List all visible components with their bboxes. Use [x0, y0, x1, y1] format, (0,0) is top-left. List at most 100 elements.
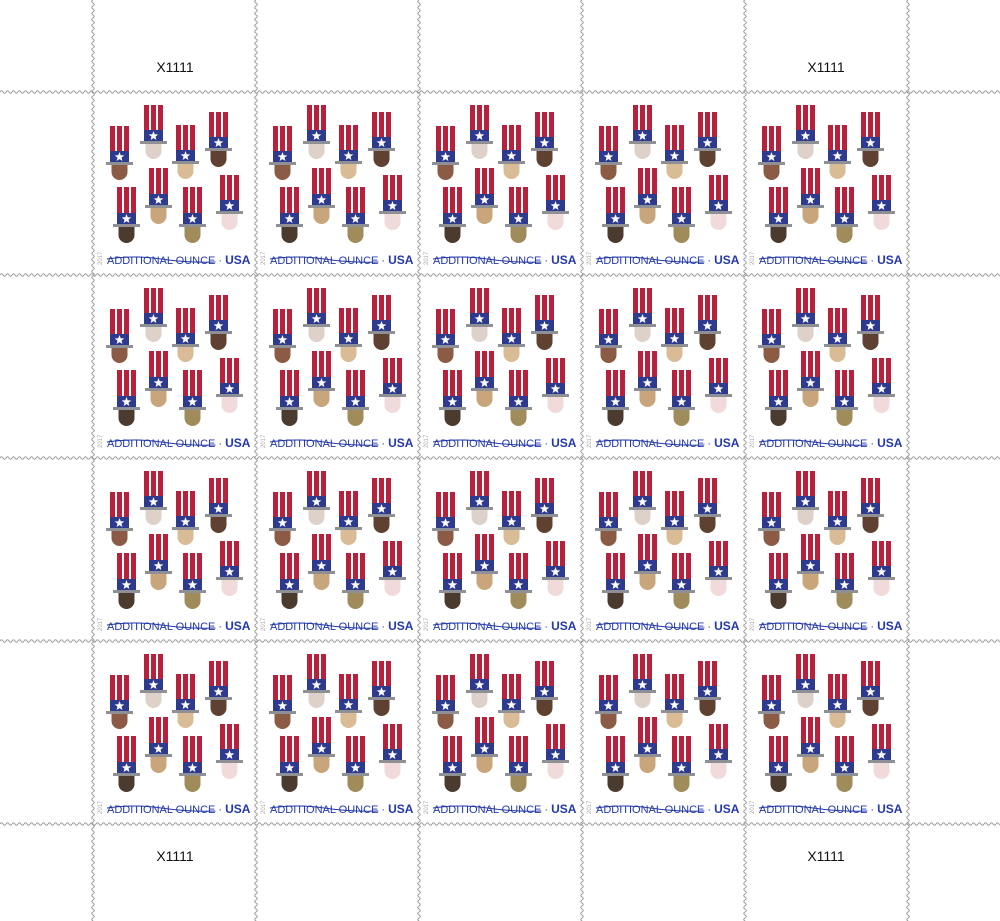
- hat-red-stripe: [321, 288, 326, 313]
- hat-red-stripe: [652, 168, 657, 194]
- hat-red-stripe: [209, 661, 214, 686]
- stamp: 2017 ADDITIONAL OUNCE · USA: [424, 105, 577, 267]
- hat-red-stripe: [553, 541, 558, 566]
- hat-red-stripe: [353, 125, 358, 150]
- country-text: USA: [388, 619, 414, 633]
- face: [177, 346, 194, 362]
- hat-red-stripe: [705, 661, 710, 686]
- hat-red-stripe: [523, 736, 528, 762]
- uncle-sam-hat: [140, 288, 167, 342]
- hat-red-stripe: [234, 724, 239, 749]
- stamp-year: 2017: [750, 800, 756, 814]
- star-icon: [311, 314, 322, 323]
- hat-red-stripe: [457, 370, 462, 396]
- hat-red-stripe: [516, 370, 521, 396]
- face: [308, 326, 325, 342]
- hat-red-stripe: [346, 125, 351, 150]
- hat-red-stripe: [158, 471, 163, 496]
- hat-brim: [634, 388, 661, 391]
- star-icon: [506, 700, 517, 709]
- hat-brim: [303, 690, 330, 693]
- hat-red-stripe: [560, 175, 565, 200]
- hat-red-stripe: [156, 168, 161, 194]
- face: [313, 207, 330, 224]
- stamp-caption: ADDITIONAL OUNCE · USA: [107, 253, 251, 267]
- hat-red-stripe: [149, 717, 154, 743]
- hat-red-stripe: [117, 736, 122, 762]
- hat-brim: [216, 577, 243, 580]
- face: [340, 712, 357, 728]
- separator: ·: [870, 438, 874, 450]
- star-icon: [224, 567, 235, 576]
- face: [308, 143, 325, 159]
- hat-red-stripe: [124, 492, 129, 517]
- face: [510, 775, 527, 792]
- hat-brim: [335, 710, 362, 713]
- hat-red-stripe: [223, 661, 228, 686]
- hat-red-stripe: [599, 126, 604, 151]
- uncle-sam-hat: [439, 736, 466, 792]
- perforation-column: [580, 0, 584, 921]
- hat-red-stripe: [124, 675, 129, 700]
- face: [347, 226, 364, 243]
- hat-red-stripe: [762, 492, 767, 517]
- hat-brim: [705, 211, 732, 214]
- hat-red-stripe: [457, 187, 462, 213]
- hat-red-stripe: [868, 112, 873, 137]
- separator: ·: [218, 621, 222, 633]
- hat-red-stripe: [346, 187, 351, 213]
- hat-red-stripe: [144, 471, 149, 496]
- hat-brim: [765, 224, 792, 227]
- hat-red-stripe: [502, 674, 507, 699]
- hat-red-stripe: [234, 541, 239, 566]
- hat-brim: [179, 773, 206, 776]
- hat-brim: [432, 162, 459, 165]
- hat-brim: [661, 161, 688, 164]
- face: [145, 326, 162, 342]
- hat-red-stripe: [227, 175, 232, 200]
- hat-red-stripe: [828, 674, 833, 699]
- uncle-sam-hat: [342, 553, 369, 609]
- star-icon: [642, 561, 653, 570]
- hat-red-stripe: [872, 175, 877, 200]
- face: [873, 579, 890, 596]
- face: [384, 762, 401, 779]
- hat-red-stripe: [197, 187, 202, 213]
- face: [836, 775, 853, 792]
- hat-brim: [140, 141, 167, 144]
- hat-red-stripe: [535, 295, 540, 320]
- hat-brim: [831, 224, 858, 227]
- hat-red-stripe: [379, 478, 384, 503]
- country-text: USA: [225, 253, 251, 267]
- hat-brim: [868, 211, 895, 214]
- hat-red-stripe: [227, 724, 232, 749]
- hat-red-stripe: [638, 351, 643, 377]
- star-icon: [513, 763, 524, 772]
- hat-red-stripe: [613, 309, 618, 334]
- uncle-sam-hat: [542, 541, 569, 596]
- hat-red-stripe: [484, 105, 489, 130]
- star-icon: [702, 138, 713, 147]
- stamp-year: 2017: [424, 617, 430, 631]
- star-icon: [343, 700, 354, 709]
- denomination-text: ADDITIONAL OUNCE: [107, 438, 215, 450]
- hat-red-stripe: [319, 534, 324, 560]
- hat-brim: [668, 224, 695, 227]
- hat-brim: [379, 577, 406, 580]
- face: [384, 396, 401, 413]
- hat-brim: [466, 324, 493, 327]
- uncle-sam-hat: [432, 126, 459, 180]
- uncle-sam-hat: [797, 168, 824, 224]
- hat-red-stripe: [183, 125, 188, 150]
- hat-red-stripe: [502, 308, 507, 333]
- star-icon: [447, 214, 458, 223]
- star-icon: [876, 750, 887, 759]
- denomination-strike-line: [269, 439, 379, 446]
- hat-brim: [661, 344, 688, 347]
- face: [503, 346, 520, 362]
- uncle-sam-hat: [308, 717, 335, 773]
- star-icon: [513, 214, 524, 223]
- hat-brim: [303, 507, 330, 510]
- star-icon: [513, 397, 524, 406]
- hat-brim: [705, 394, 732, 397]
